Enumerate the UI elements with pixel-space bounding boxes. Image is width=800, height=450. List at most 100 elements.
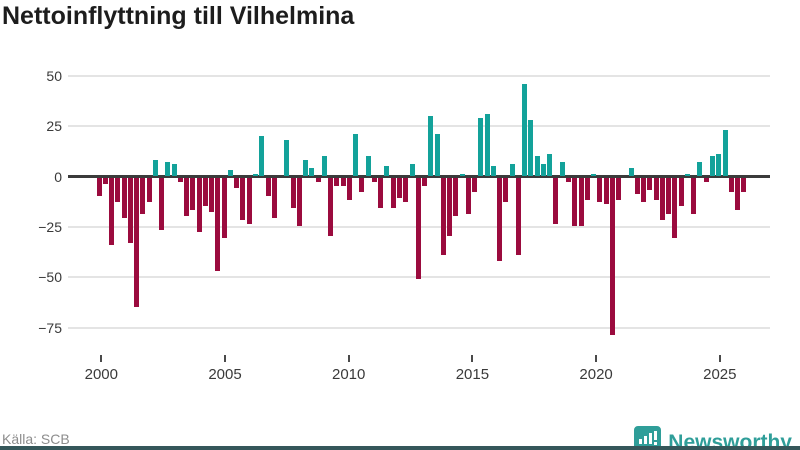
- bar[interactable]: [378, 178, 384, 209]
- bar[interactable]: [540, 164, 546, 177]
- bar[interactable]: [553, 178, 559, 225]
- bar[interactable]: [390, 178, 396, 209]
- bar[interactable]: [109, 178, 115, 245]
- bar[interactable]: [741, 178, 747, 193]
- bar[interactable]: [440, 178, 446, 255]
- bar[interactable]: [127, 178, 133, 243]
- bar[interactable]: [659, 178, 665, 221]
- bar[interactable]: [315, 178, 321, 183]
- bar[interactable]: [321, 156, 327, 177]
- bar[interactable]: [371, 178, 377, 183]
- bar[interactable]: [152, 160, 158, 177]
- bar[interactable]: [478, 118, 484, 177]
- bar[interactable]: [290, 178, 296, 209]
- bar[interactable]: [171, 164, 177, 177]
- bar[interactable]: [678, 178, 684, 207]
- bar[interactable]: [365, 156, 371, 177]
- bar[interactable]: [716, 154, 722, 177]
- bar[interactable]: [403, 178, 409, 203]
- bar[interactable]: [353, 134, 359, 177]
- bar[interactable]: [434, 134, 440, 177]
- bar[interactable]: [384, 166, 390, 177]
- bar[interactable]: [102, 178, 108, 185]
- bar[interactable]: [503, 178, 509, 203]
- bar[interactable]: [359, 178, 365, 193]
- bar[interactable]: [309, 168, 315, 177]
- bar[interactable]: [472, 178, 478, 193]
- bar[interactable]: [340, 178, 346, 187]
- bar[interactable]: [484, 114, 490, 177]
- bar[interactable]: [597, 178, 603, 203]
- bar[interactable]: [453, 178, 459, 217]
- bar[interactable]: [415, 178, 421, 279]
- bar[interactable]: [328, 178, 334, 237]
- bar[interactable]: [165, 162, 171, 177]
- bar[interactable]: [140, 178, 146, 215]
- bar[interactable]: [559, 162, 565, 177]
- bar[interactable]: [722, 130, 728, 177]
- bar[interactable]: [578, 178, 584, 227]
- bar[interactable]: [209, 178, 215, 213]
- bar[interactable]: [159, 178, 165, 231]
- bar[interactable]: [177, 178, 183, 183]
- bar[interactable]: [221, 178, 227, 239]
- bar[interactable]: [459, 174, 465, 177]
- bar[interactable]: [409, 164, 415, 177]
- bar[interactable]: [146, 178, 152, 203]
- bar[interactable]: [584, 178, 590, 201]
- bar[interactable]: [547, 154, 553, 177]
- bar[interactable]: [728, 178, 734, 193]
- bar[interactable]: [253, 174, 258, 177]
- bar[interactable]: [465, 178, 471, 215]
- bar[interactable]: [447, 178, 453, 237]
- bar[interactable]: [566, 178, 571, 183]
- bar[interactable]: [703, 178, 709, 183]
- bar[interactable]: [709, 156, 715, 177]
- bar[interactable]: [271, 178, 277, 219]
- bar[interactable]: [196, 178, 202, 233]
- bar[interactable]: [509, 164, 515, 177]
- bar[interactable]: [215, 178, 221, 271]
- bar[interactable]: [240, 178, 246, 221]
- bar[interactable]: [697, 162, 703, 177]
- bar[interactable]: [202, 178, 208, 207]
- bar[interactable]: [616, 178, 622, 201]
- bar[interactable]: [428, 116, 434, 177]
- bar[interactable]: [522, 83, 528, 177]
- bar[interactable]: [684, 174, 690, 177]
- bar[interactable]: [227, 170, 233, 177]
- bar[interactable]: [396, 178, 402, 199]
- bar[interactable]: [609, 178, 615, 336]
- bar[interactable]: [647, 178, 653, 191]
- bar[interactable]: [735, 178, 741, 211]
- bar[interactable]: [528, 120, 534, 177]
- bar[interactable]: [265, 178, 271, 197]
- bar[interactable]: [672, 178, 678, 239]
- bar[interactable]: [422, 178, 428, 187]
- bar[interactable]: [628, 168, 634, 177]
- bar[interactable]: [666, 178, 672, 215]
- bar[interactable]: [334, 178, 340, 187]
- bar[interactable]: [134, 178, 140, 308]
- bar[interactable]: [184, 178, 190, 217]
- bar[interactable]: [641, 178, 647, 203]
- bar[interactable]: [490, 166, 496, 177]
- newsworthy-brand-link[interactable]: Newsworthy: [634, 426, 792, 450]
- bar[interactable]: [634, 178, 640, 195]
- bar[interactable]: [603, 178, 609, 205]
- bar[interactable]: [121, 178, 127, 219]
- bar[interactable]: [653, 178, 659, 201]
- bar[interactable]: [190, 178, 196, 211]
- bar[interactable]: [246, 178, 252, 225]
- bar[interactable]: [691, 178, 697, 215]
- bar[interactable]: [296, 178, 302, 227]
- bar[interactable]: [96, 178, 102, 197]
- bar[interactable]: [572, 178, 578, 227]
- bar[interactable]: [234, 178, 240, 189]
- bar[interactable]: [534, 156, 540, 177]
- bar[interactable]: [303, 160, 309, 177]
- bar[interactable]: [115, 178, 121, 203]
- bar[interactable]: [346, 178, 352, 201]
- bar[interactable]: [515, 178, 521, 255]
- bar[interactable]: [591, 174, 597, 177]
